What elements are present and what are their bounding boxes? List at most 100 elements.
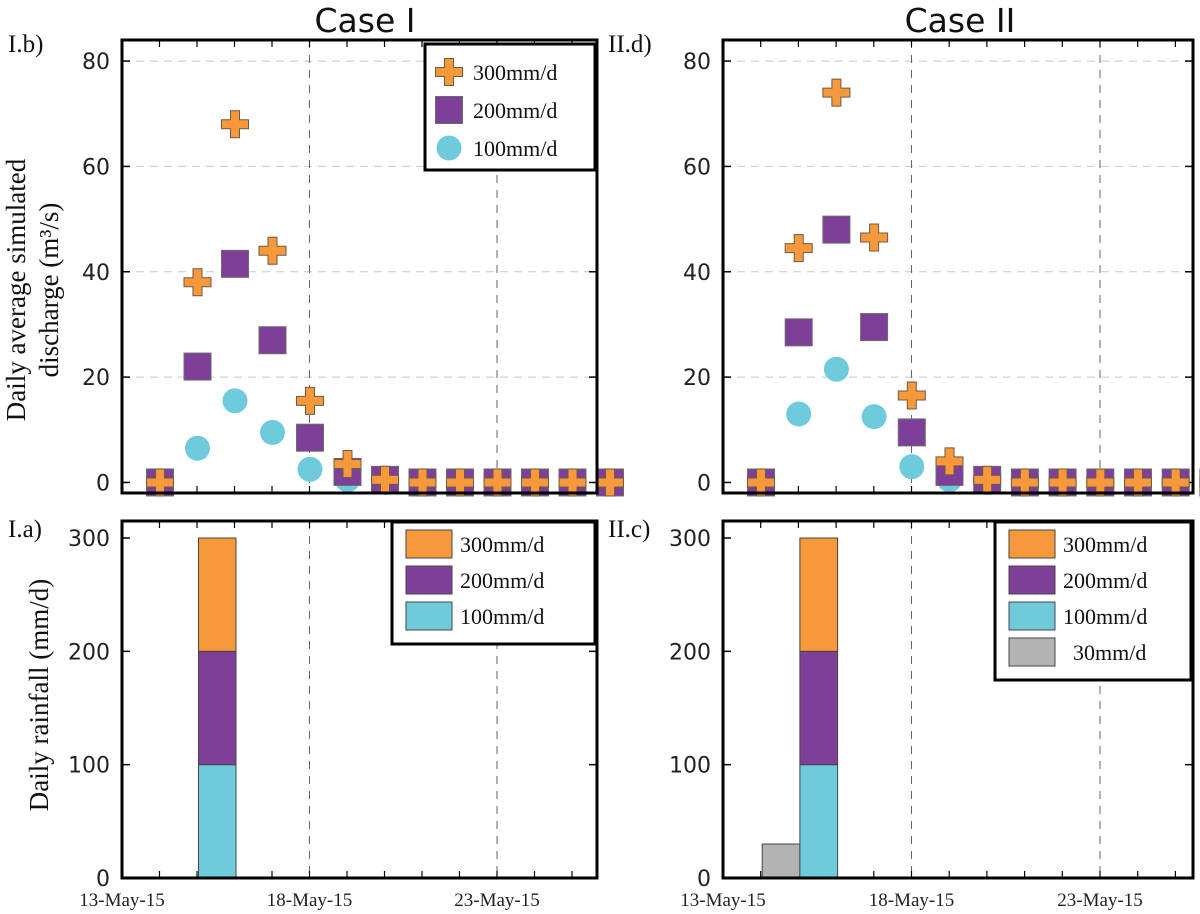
y-tick-label: 0 bbox=[96, 867, 110, 892]
bar-segment-100mm-d bbox=[198, 764, 237, 879]
y-tick-label: 200 bbox=[669, 640, 711, 665]
y-tick-label: 80 bbox=[683, 50, 711, 75]
legend-marker bbox=[435, 96, 463, 124]
legend-label: 100mm/d bbox=[460, 604, 544, 629]
point-200mm-d bbox=[784, 318, 813, 347]
plot-frame bbox=[721, 38, 1195, 495]
legend-swatch bbox=[405, 529, 453, 559]
y-tick-label: 300 bbox=[68, 527, 110, 552]
point-300mm-d bbox=[146, 468, 174, 497]
y-tick-label: 40 bbox=[82, 261, 110, 286]
point-300mm-d bbox=[860, 223, 889, 252]
point-200mm-d bbox=[183, 352, 212, 381]
y-tick-label: 80 bbox=[82, 50, 110, 75]
point-200mm-d bbox=[897, 418, 926, 447]
bar-segment-100mm-d bbox=[799, 764, 839, 879]
y-tick-label: 0 bbox=[96, 471, 110, 496]
y-tick-label: 20 bbox=[683, 366, 711, 391]
legend-swatch bbox=[1008, 529, 1056, 559]
legend-swatch bbox=[1008, 637, 1056, 667]
bar-segment-30mm-d bbox=[761, 843, 801, 879]
plot-frame bbox=[721, 519, 1195, 880]
legend-label: 200mm/d bbox=[1063, 568, 1147, 593]
plot-frame bbox=[120, 38, 599, 495]
point-300mm-d bbox=[408, 468, 437, 497]
legend-swatch bbox=[1008, 601, 1056, 631]
panel-label: I.a) bbox=[8, 516, 42, 543]
point-300mm-d bbox=[333, 450, 362, 479]
legend-label: 300mm/d bbox=[473, 60, 557, 85]
y-tick-label: 20 bbox=[82, 366, 110, 391]
point-300mm-d bbox=[558, 468, 587, 497]
point-300mm-d bbox=[221, 110, 249, 139]
legend-label: 300mm/d bbox=[1063, 532, 1147, 557]
bar-segment-300mm-d bbox=[198, 537, 237, 652]
legend-swatch bbox=[405, 601, 453, 631]
x-tick-label: 23-May-15 bbox=[454, 890, 539, 911]
panel-label: I.b) bbox=[8, 31, 43, 58]
x-tick-label: 18-May-15 bbox=[869, 890, 954, 911]
panel-i-b: Case I I.b) 0 20 40 60 80 300mm/d 200mm/d 100mm/d bbox=[8, 1, 624, 497]
point-300mm-d bbox=[1161, 468, 1190, 497]
x-tick-label: 18-May-15 bbox=[267, 890, 352, 911]
point-200mm-d bbox=[258, 326, 287, 355]
legend-label: 100mm/d bbox=[473, 136, 557, 161]
bar-segment-200mm-d bbox=[799, 650, 839, 766]
legend-label: 200mm/d bbox=[460, 568, 544, 593]
point-100mm-d bbox=[861, 404, 887, 430]
legend-label: 100mm/d bbox=[1063, 604, 1147, 629]
panel-label: II.c) bbox=[608, 516, 650, 543]
legend-swatch bbox=[405, 565, 453, 595]
legend-label: 200mm/d bbox=[473, 98, 557, 123]
point-100mm-d bbox=[222, 388, 248, 414]
y-tick-label: 40 bbox=[683, 261, 711, 286]
point-300mm-d bbox=[183, 268, 212, 297]
point-200mm-d bbox=[221, 249, 249, 278]
legend-swatch bbox=[1008, 565, 1056, 595]
point-300mm-d bbox=[784, 234, 813, 263]
panel-ii-c: II.c) 0 100 200 300 13-May-15 18-May-15 23-May-… bbox=[608, 516, 1195, 911]
ylabel-rainfall: Daily rainfall (mm/d) bbox=[24, 579, 54, 811]
y-tick-label: 300 bbox=[669, 527, 711, 552]
point-300mm-d bbox=[1010, 468, 1039, 497]
point-300mm-d bbox=[296, 386, 324, 415]
point-200mm-d bbox=[860, 313, 889, 342]
point-100mm-d bbox=[260, 419, 285, 445]
ylabel-discharge-line2: discharge (m³/s) bbox=[34, 203, 64, 378]
y-tick-label: 100 bbox=[68, 754, 110, 779]
plot-frame bbox=[120, 519, 599, 880]
y-tick-label: 100 bbox=[669, 754, 711, 779]
legend-label: 300mm/d bbox=[460, 532, 544, 557]
y-tick-label: 60 bbox=[82, 155, 110, 180]
point-100mm-d bbox=[786, 401, 812, 427]
x-tick-label: 23-May-15 bbox=[1057, 890, 1142, 911]
point-300mm-d bbox=[822, 78, 851, 107]
point-200mm-d bbox=[822, 215, 851, 244]
point-300mm-d bbox=[747, 468, 775, 497]
point-300mm-d bbox=[258, 236, 287, 265]
column-title: Case II bbox=[905, 1, 1016, 40]
x-tick-label: 13-May-15 bbox=[680, 890, 765, 911]
bar-segment-300mm-d bbox=[799, 537, 839, 652]
point-100mm-d bbox=[185, 435, 210, 461]
bar-segment-200mm-d bbox=[198, 650, 237, 766]
x-tick-label: 13-May-15 bbox=[79, 890, 164, 911]
panel-label: II.d) bbox=[608, 31, 652, 58]
panel-ii-d: Case II II.d) 0 20 40 60 80 bbox=[608, 1, 1200, 497]
y-tick-label: 0 bbox=[697, 471, 711, 496]
ylabel-discharge-line1: Daily average simulated bbox=[1, 158, 31, 421]
point-100mm-d bbox=[297, 456, 323, 482]
point-300mm-d bbox=[897, 381, 926, 410]
point-300mm-d bbox=[1124, 468, 1152, 497]
point-100mm-d bbox=[823, 356, 849, 382]
panel-i-a: I.a) 0 100 200 300 13-May-15 18-May-15 23-May-1… bbox=[8, 516, 599, 911]
point-200mm-d bbox=[296, 423, 324, 452]
y-tick-label: 0 bbox=[697, 867, 711, 892]
point-300mm-d bbox=[483, 468, 512, 497]
point-300mm-d bbox=[935, 447, 964, 476]
point-300mm-d bbox=[1048, 468, 1077, 497]
y-tick-label: 60 bbox=[683, 155, 711, 180]
legend-marker bbox=[436, 135, 462, 161]
point-100mm-d bbox=[899, 454, 925, 480]
